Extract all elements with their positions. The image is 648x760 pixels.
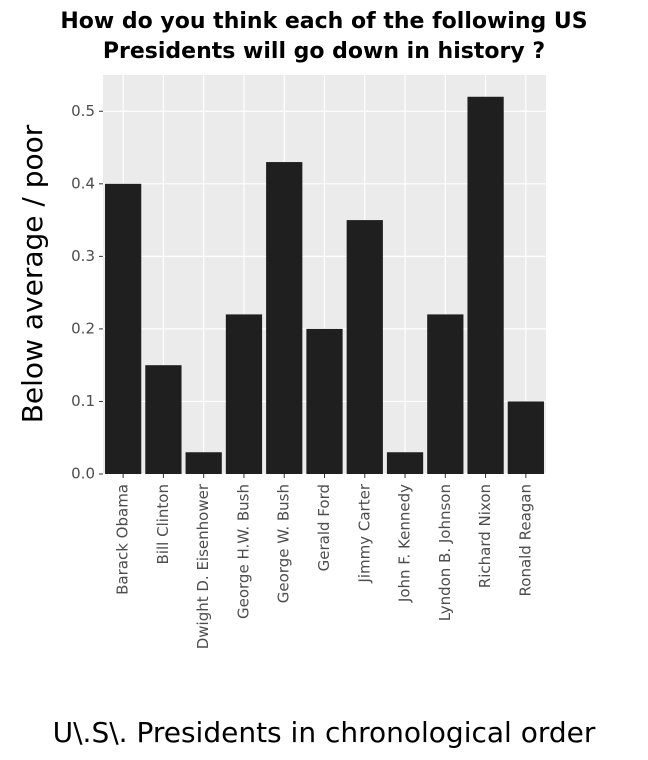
chart-title: Presidents will go down in history ? <box>103 39 545 64</box>
y-axis-label: Below average / poor <box>16 124 49 423</box>
x-tick-label: Jimmy Carter <box>355 483 373 583</box>
x-axis-label: U\.S\. Presidents in chronological order <box>53 716 596 749</box>
x-tick-label: Gerald Ford <box>315 484 333 571</box>
x-tick-label: Barack Obama <box>114 484 132 595</box>
y-tick-label: 0.0 <box>71 465 95 483</box>
x-tick-label: George W. Bush <box>275 484 293 603</box>
chart-title: How do you think each of the following U… <box>60 9 587 34</box>
y-tick-label: 0.1 <box>71 392 95 410</box>
x-tick-label: Dwight D. Eisenhower <box>194 483 212 649</box>
x-tick-label: Ronald Reagan <box>516 484 534 596</box>
bar <box>346 220 383 474</box>
bar <box>225 314 263 474</box>
y-tick-label: 0.4 <box>71 174 95 192</box>
x-tick-label: Lyndon B. Johnson <box>436 484 454 621</box>
y-tick-label: 0.3 <box>71 247 95 265</box>
x-tick-label: George H.W. Bush <box>234 484 252 619</box>
bar <box>386 452 424 474</box>
bar <box>306 328 343 474</box>
x-tick-label: Bill Clinton <box>154 484 172 564</box>
bar <box>507 401 544 474</box>
y-tick-label: 0.2 <box>71 319 95 337</box>
bar <box>427 314 464 474</box>
y-tick-label: 0.5 <box>71 102 95 120</box>
bar <box>266 162 303 474</box>
bar <box>145 365 182 474</box>
bar <box>105 183 142 474</box>
x-tick-label: Richard Nixon <box>476 484 494 588</box>
bar <box>185 452 222 474</box>
bar <box>467 96 504 474</box>
x-tick-label: John F. Kennedy <box>396 484 414 603</box>
